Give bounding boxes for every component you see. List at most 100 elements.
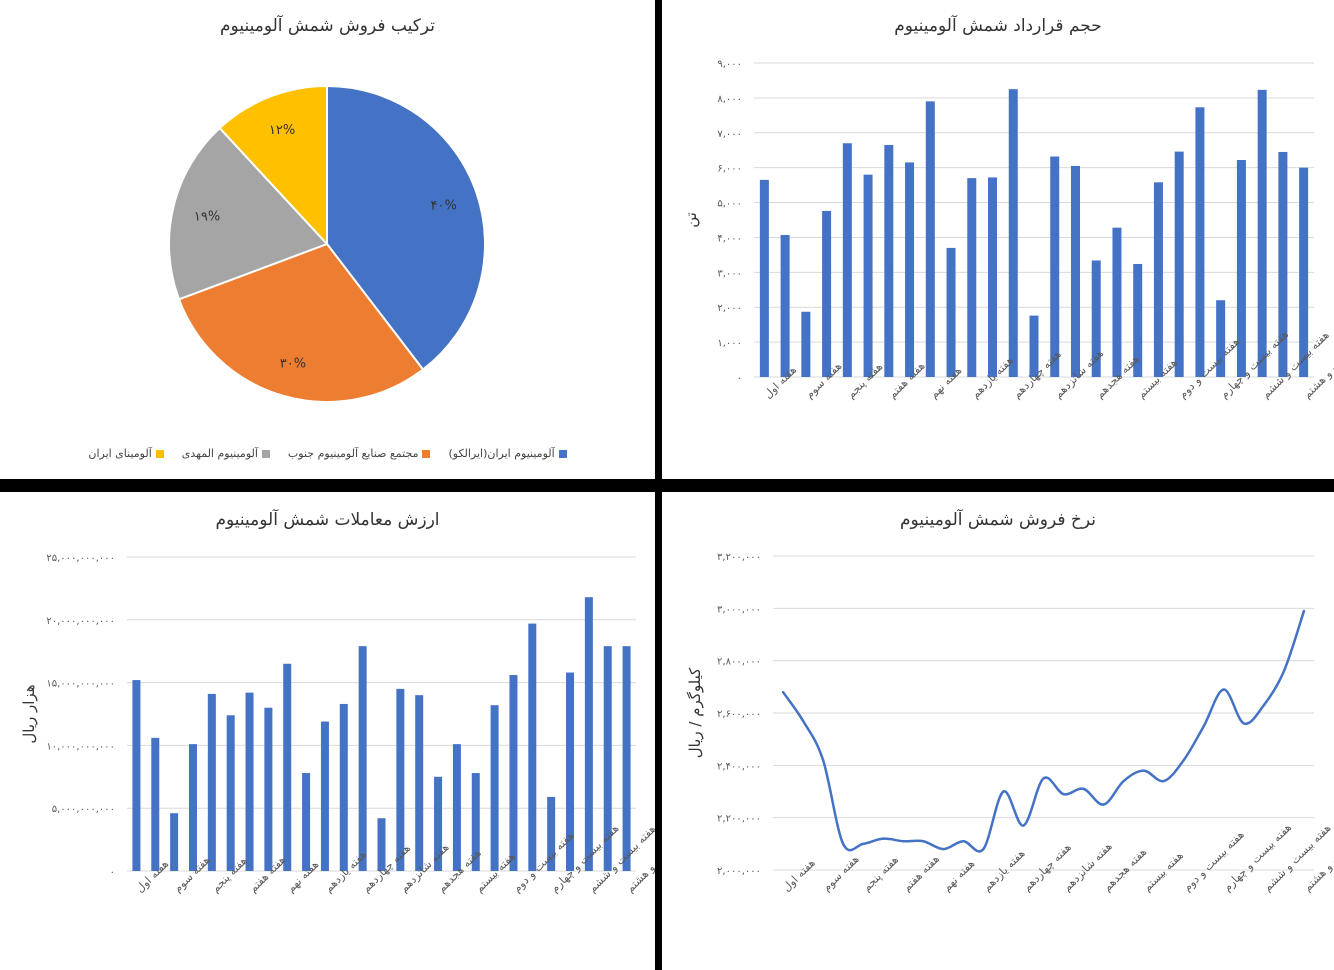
bar (1278, 151, 1288, 377)
x-tick-label: هفته اول (780, 856, 818, 894)
data-point (841, 842, 845, 846)
y-tick-label: ۵,۰۰۰,۰۰۰,۰۰۰ (52, 804, 115, 815)
pie-slice (218, 84, 328, 247)
bar (946, 247, 956, 377)
data-point (1002, 790, 1005, 793)
bar (226, 715, 235, 871)
legend-swatch (155, 449, 164, 458)
slice-label: ۳۰% (280, 356, 306, 371)
bar (884, 144, 894, 377)
volume-chart-panel: حجم قرارداد شمش آلومینیوم ۰ ۱,۰۰۰ ۲,۰۰۰ ۳,۰… (662, 0, 1334, 479)
bar (339, 703, 348, 871)
chart-title: حجم قرارداد شمش آلومینیوم (894, 16, 1102, 36)
data-point (922, 840, 925, 843)
y-tick-label: ۶,۰۰۰ (717, 164, 742, 175)
bar (132, 680, 141, 871)
y-tick-label: ۱۵,۰۰۰,۰۰۰,۰۰۰ (46, 679, 115, 690)
x-tick-label: هفته هفتم (900, 852, 942, 894)
bar (320, 721, 329, 871)
bar (566, 672, 575, 871)
pie-slice (326, 84, 486, 371)
y-tick-label: ۵,۰۰۰ (717, 199, 742, 210)
bar (547, 796, 556, 871)
data-point (1202, 724, 1205, 728)
bar (170, 813, 179, 871)
y-tick-label: ۰ (110, 867, 115, 878)
pie-chart-panel: ترکیب فروش شمش آلومینیوم ۴۰% ۳۰% ۱۹% ۱۲% آل… (0, 0, 655, 479)
bar (415, 695, 424, 871)
bar (490, 705, 499, 871)
pie-slice (177, 242, 425, 403)
bar (377, 818, 386, 871)
y-tick-label: ۱,۰۰۰ (717, 338, 742, 349)
data-point (1162, 779, 1165, 783)
y-tick-label: ۱۰,۰۰۰,۰۰۰,۰۰۰ (46, 741, 115, 752)
bar (780, 235, 790, 377)
bar (207, 693, 216, 871)
y-axis-label: هزار ریال (20, 684, 38, 743)
value-bar-chart: ۰ ۵,۰۰۰,۰۰۰,۰۰۰ ۱۰,۰۰۰,۰۰۰,۰۰۰ ۱۵,۰۰۰,۰۰۰,۰… (20, 553, 655, 895)
legend-item: آلومینای ایران (88, 447, 164, 460)
x-tick-label: هفته بیست و ششم (1261, 821, 1334, 894)
bar (188, 744, 197, 871)
bar (925, 101, 935, 377)
data-point (1222, 688, 1226, 691)
data-point (982, 847, 985, 851)
y-axis-label: کیلوگرم / ریال (686, 667, 704, 758)
bar (1153, 182, 1163, 377)
bar (151, 737, 160, 871)
bar (509, 675, 518, 871)
legend-item: آلومینیوم المهدی (182, 447, 270, 460)
bar (801, 311, 811, 377)
bar (434, 776, 443, 871)
bar (905, 162, 915, 377)
legend-label: آلومینیوم ایران(ایرالکو) (448, 447, 555, 460)
volume-bar-chart: ۰ ۱,۰۰۰ ۲,۰۰۰ ۳,۰۰۰ ۴,۰۰۰ ۵,۰۰۰ ۶,۰۰۰ ۷,۰۰۰ ۸,۰۰… (682, 59, 1334, 401)
data-point (1142, 769, 1145, 772)
bar (452, 744, 461, 871)
data-point (1282, 669, 1286, 673)
data-point (962, 840, 965, 843)
data-point (882, 837, 885, 840)
bar (1008, 89, 1018, 378)
bar (396, 688, 405, 871)
y-tick-label: ۲۵,۰۰۰,۰۰۰,۰۰۰ (46, 553, 115, 564)
data-point (1242, 722, 1246, 725)
data-point (1102, 803, 1105, 806)
y-tick-label: ۸,۰۰۰ (717, 94, 742, 105)
bar (358, 646, 367, 871)
legend-swatch (261, 449, 270, 458)
y-tick-label: ۷,۰۰۰ (717, 129, 742, 140)
bar (471, 773, 480, 871)
bar (528, 623, 537, 871)
legend-label: آلومینای ایران (88, 447, 152, 460)
bar (584, 597, 593, 871)
price-chart-panel: نرخ فروش شمش آلومینیوم ۲,۰۰۰,۰۰۰ ۲,۲۰۰,۰۰… (662, 492, 1334, 970)
bar (988, 177, 998, 377)
data-point (1062, 792, 1065, 796)
data-point (902, 840, 905, 843)
chart-title: نرخ فروش شمش آلومینیوم (900, 510, 1096, 530)
legend-swatch (558, 449, 567, 458)
x-tick-label: هفته بیست و چهارم (1221, 821, 1294, 894)
bar (1299, 167, 1309, 377)
x-tick-label: هفته بیست و ششم (586, 822, 655, 895)
bar (1216, 300, 1226, 377)
data-point (942, 847, 945, 851)
y-axis-label: تن (682, 212, 700, 228)
y-tick-label: ۲,۸۰۰,۰۰۰ (717, 657, 761, 668)
pie-slice (168, 126, 329, 301)
bar (1112, 227, 1122, 377)
x-tick-label: هفته سوم (820, 852, 862, 894)
y-tick-label: ۲,۶۰۰,۰۰۰ (717, 709, 761, 720)
data-point (1302, 609, 1306, 613)
y-tick-label: ۰ (737, 373, 742, 384)
legend-item: مجتمع صنایع آلومینیوم جنوب (288, 447, 431, 460)
slice-label: ۴۰% (431, 198, 457, 213)
bar (1050, 156, 1060, 377)
y-tick-label: ۲,۴۰۰,۰۰۰ (717, 761, 761, 772)
bar (822, 210, 832, 377)
y-tick-label: ۳,۰۰۰ (717, 268, 742, 279)
bar (863, 174, 873, 377)
chart-title: ارزش معاملات شمش آلومینیوم (215, 510, 440, 530)
